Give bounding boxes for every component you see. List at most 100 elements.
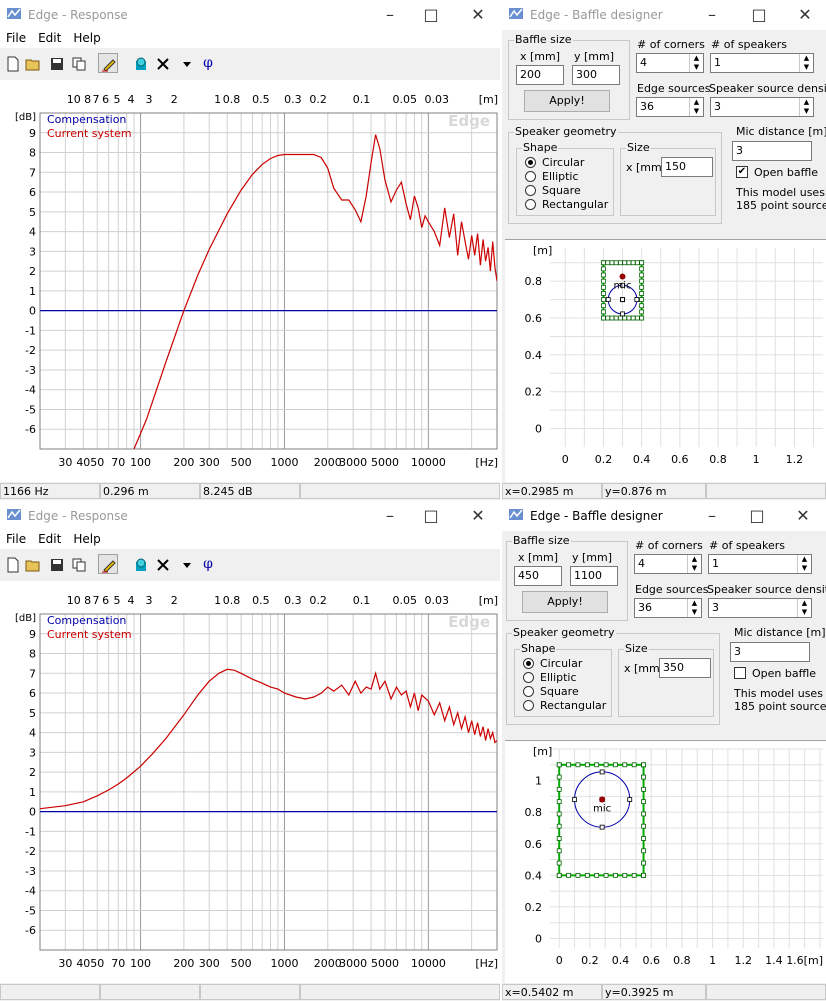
radio-square[interactable] <box>525 185 536 196</box>
radio-rectangular[interactable] <box>525 199 536 210</box>
open-baffle-label: Open baffle <box>752 667 817 680</box>
baffle-x-input[interactable]: 200 <box>516 65 564 85</box>
apply-button[interactable]: Apply! <box>522 591 608 613</box>
speaker-icon[interactable] <box>130 53 150 73</box>
dropdown-arrow-icon[interactable] <box>176 53 196 73</box>
density-spinner[interactable]: 3 ▲ ▼ <box>710 97 814 117</box>
corners-label: # of corners <box>637 38 705 51</box>
size-x-input[interactable]: 150 <box>661 157 713 177</box>
spin-arrows-icon[interactable]: ▲ ▼ <box>687 599 701 617</box>
y-tick-label: 0.4 <box>525 349 543 362</box>
corners-spinner[interactable]: 4 ▲ ▼ <box>636 53 704 73</box>
delete-x-icon[interactable] <box>152 554 172 574</box>
maximize-icon[interactable]: □ <box>749 506 765 525</box>
watermark-label: Edge <box>448 613 490 631</box>
title-bar[interactable]: Edge - Baffle designer – □ ✕ <box>502 0 826 30</box>
title-bar[interactable]: Edge - Baffle designer – □ ✕ <box>502 501 826 531</box>
wavelength-tick-label: 5 <box>114 93 121 106</box>
minimize-icon[interactable]: – <box>386 506 394 525</box>
spin-arrows-icon[interactable]: ▲ ▼ <box>799 98 813 116</box>
copy-icon[interactable] <box>68 53 88 73</box>
mic-distance-input[interactable]: 3 <box>732 141 812 161</box>
menu-edit[interactable]: Edit <box>38 31 62 45</box>
copy-icon[interactable] <box>68 554 88 574</box>
close-icon[interactable]: ✕ <box>796 506 810 525</box>
new-file-icon[interactable] <box>2 554 22 574</box>
minimize-icon[interactable]: – <box>386 5 394 24</box>
radio-circular[interactable] <box>525 157 536 168</box>
maximize-icon[interactable]: □ <box>423 506 439 525</box>
mic-distance-input[interactable]: 3 <box>730 642 810 662</box>
radio-elliptic[interactable] <box>525 171 536 182</box>
edge-sources-value: 36 <box>640 100 654 113</box>
spin-arrows-icon[interactable]: ▲ ▼ <box>689 98 703 116</box>
shape-circular-label: Circular <box>542 156 585 169</box>
close-icon[interactable]: ✕ <box>471 5 485 24</box>
density-spinner[interactable]: 3 ▲ ▼ <box>708 598 812 618</box>
x-tick-label: 0.6 <box>671 453 689 466</box>
delete-x-icon[interactable] <box>152 53 172 73</box>
edge-sources-spinner[interactable]: 36 ▲ ▼ <box>636 97 704 117</box>
menu-file[interactable]: File <box>6 532 27 546</box>
open-folder-icon[interactable] <box>22 554 42 574</box>
speaker-icon[interactable] <box>130 554 150 574</box>
menu-help[interactable]: Help <box>73 31 101 45</box>
size-x-input[interactable]: 350 <box>659 658 711 678</box>
radio-square[interactable] <box>523 686 534 697</box>
radio-rectangular[interactable] <box>523 700 534 711</box>
speakers-spinner[interactable]: 1 ▲ ▼ <box>708 554 812 574</box>
close-icon[interactable]: ✕ <box>798 5 812 24</box>
radio-circular[interactable] <box>523 658 534 669</box>
spin-arrows-icon[interactable]: ▲ ▼ <box>797 599 811 617</box>
spin-arrows-icon[interactable]: ▲ ▼ <box>799 54 813 72</box>
phase-icon[interactable]: φ <box>203 556 213 572</box>
edge-source-point <box>601 284 606 290</box>
spin-arrows-icon[interactable]: ▲ ▼ <box>687 555 701 573</box>
open-baffle-checkbox[interactable] <box>734 667 746 679</box>
new-file-icon[interactable] <box>2 53 22 73</box>
open-folder-icon[interactable] <box>22 53 42 73</box>
x-tick-label: 0.4 <box>633 453 651 466</box>
edge-source-point <box>626 315 632 321</box>
edge-sources-spinner[interactable]: 36 ▲ ▼ <box>634 598 702 618</box>
baffle-y-input[interactable]: 1100 <box>570 566 618 586</box>
close-icon[interactable]: ✕ <box>471 506 485 525</box>
minimize-icon[interactable]: – <box>708 5 716 24</box>
baffle-x-input[interactable]: 450 <box>514 566 562 586</box>
baffle-y-input[interactable]: 300 <box>572 65 620 85</box>
spin-arrows-icon[interactable]: ▲ ▼ <box>689 54 703 72</box>
edge-source-point <box>556 811 562 817</box>
minimize-icon[interactable]: – <box>708 506 716 525</box>
corners-spinner[interactable]: 4 ▲ ▼ <box>634 554 702 574</box>
menu-edit[interactable]: Edit <box>38 532 62 546</box>
baffle-plot[interactable]: 0 0.2 0.4 0.6 0.8 1 1.2 1.4 1.6[m] 1 0.8 0.6 0.4 0.2 0… <box>505 740 826 983</box>
x-tick-label: 10000 <box>411 456 446 469</box>
pencil-icon[interactable] <box>98 554 118 574</box>
toolbar: φ <box>0 50 500 78</box>
baffle-plot[interactable]: 0 0.2 0.4 0.6 0.8 1 1.2 0.8 0.6 0.4 0.2 0 [m] mic <box>505 239 826 482</box>
dropdown-arrow-icon[interactable] <box>176 554 196 574</box>
y-tick-label: 6 <box>29 186 36 199</box>
speakers-spinner[interactable]: 1 ▲ ▼ <box>710 53 814 73</box>
x-tick-label: 0.6 <box>642 954 660 967</box>
menu-file[interactable]: File <box>6 31 27 45</box>
spin-arrows-icon[interactable]: ▲ ▼ <box>797 555 811 573</box>
maximize-icon[interactable]: □ <box>751 5 767 24</box>
save-disk-icon[interactable] <box>46 53 66 73</box>
title-bar[interactable]: Edge - Response – □ ✕ <box>0 501 500 531</box>
edge-source-point <box>639 315 645 321</box>
phase-icon[interactable]: φ <box>203 55 213 71</box>
pencil-icon[interactable] <box>98 53 118 73</box>
maximize-icon[interactable]: □ <box>423 5 439 24</box>
menu-help[interactable]: Help <box>73 532 101 546</box>
title-bar[interactable]: Edge - Response – □ ✕ <box>0 0 500 30</box>
shape-square-label: Square <box>540 685 579 698</box>
radio-elliptic[interactable] <box>523 672 534 683</box>
apply-button[interactable]: Apply! <box>524 90 610 112</box>
open-baffle-checkbox[interactable]: ✔ <box>736 166 748 178</box>
density-label: Speaker source density <box>709 82 826 95</box>
save-disk-icon[interactable] <box>46 554 66 574</box>
y-tick-label: 1 <box>29 786 36 799</box>
